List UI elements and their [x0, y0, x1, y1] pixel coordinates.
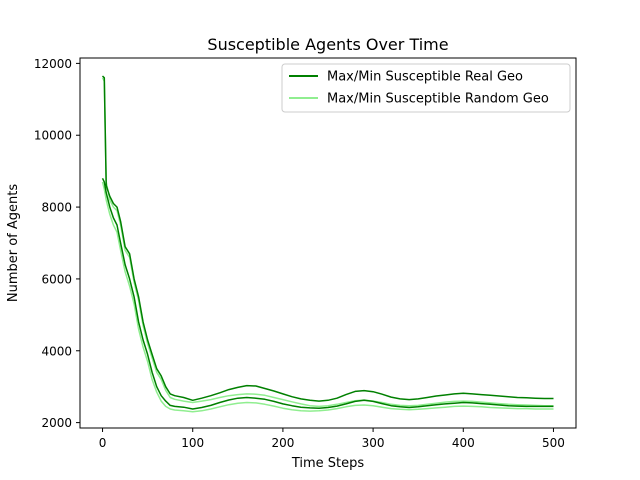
legend-label-random: Max/Min Susceptible Random Geo [327, 92, 549, 107]
y-tick-label: 6000 [41, 272, 72, 286]
x-tick-label: 0 [99, 436, 107, 450]
x-axis: 0 100 200 300 400 500 [99, 428, 565, 450]
plot-frame [79, 57, 577, 429]
series-line-real-lower [101, 177, 554, 410]
chart-title: Susceptible Agents Over Time [207, 35, 448, 54]
y-tick-label: 4000 [41, 344, 72, 358]
series-line-real-upper [101, 75, 554, 402]
y-tick-label: 2000 [41, 416, 72, 430]
x-tick-label: 500 [542, 436, 565, 450]
y-axis: 2000 4000 6000 8000 10000 12000 [34, 57, 80, 430]
legend-label-real: Max/Min Susceptible Real Geo [327, 70, 523, 85]
x-axis-label: Time Steps [291, 456, 365, 471]
plot-lines [101, 75, 554, 413]
x-tick-label: 300 [362, 436, 385, 450]
series-line-random-lower [101, 181, 554, 413]
legend: Max/Min Susceptible Real Geo Max/Min Sus… [281, 63, 571, 113]
y-tick-label: 12000 [34, 57, 72, 71]
x-tick-label: 400 [452, 436, 475, 450]
y-axis-label: Number of Agents [6, 184, 21, 302]
y-tick-label: 10000 [34, 129, 72, 143]
x-tick-label: 200 [271, 436, 294, 450]
legend-box [281, 63, 571, 113]
y-tick-label: 8000 [41, 201, 72, 215]
x-tick-label: 100 [181, 436, 204, 450]
